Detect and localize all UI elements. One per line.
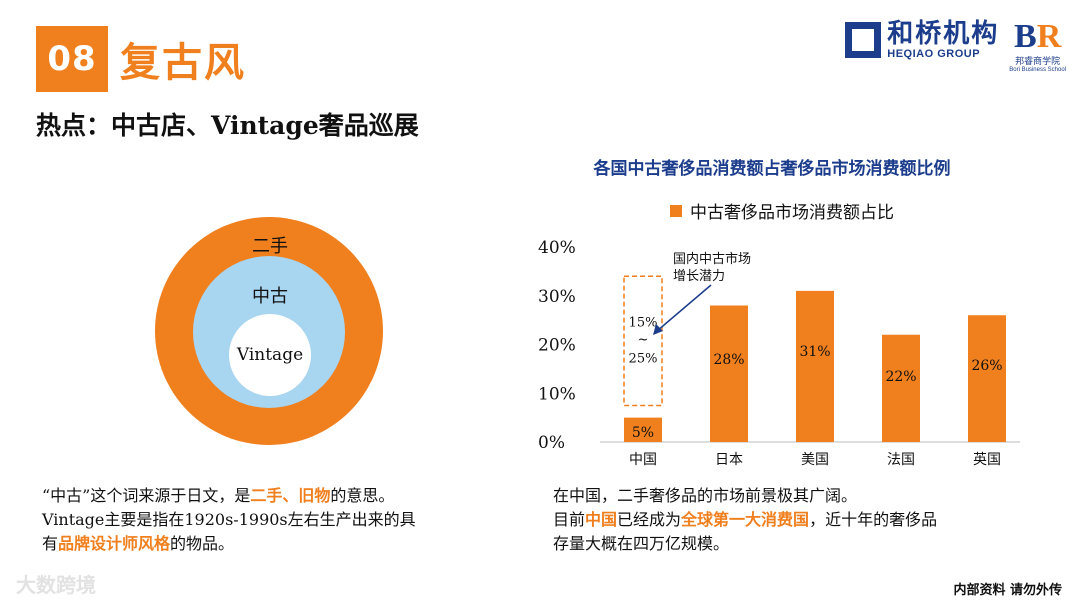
legend-swatch [670,204,682,217]
heqiao-logo-en: HEQIAO GROUP [887,48,981,60]
right-line-2: 目前中国已经成为全球第一大消费国，近十年的奢侈品 [553,510,938,529]
left-description: “中古”这个词来源于日文，是二手、旧物的意思。 Vintage主要是指在1920… [42,484,512,556]
heqiao-logo: 和桥机构 HEQIAO GROUP [845,20,999,60]
y-tick-label: 30% [538,287,576,307]
x-tick-label: 法国 [887,452,915,468]
bar [796,290,834,442]
bar-chart: 0% 10% 20% 30% 40% 5% 中国 28% 日本 31% 美国 22% 法国 26% 英国 15… [538,238,1020,468]
data-label: 31% [799,344,830,360]
annotation-arrow-line [656,284,712,332]
potential-range-box [623,275,663,407]
legend-label: 中古奢侈品市场消费额占比 [690,203,894,223]
circle-outer-label: 二手 [252,236,288,257]
chart-legend: 中古奢侈品市场消费额占比 [670,198,894,223]
footer-note: 内部资料 请勿外传 [953,583,1062,598]
bar [968,315,1006,442]
right-description: 在中国，二手奢侈品的市场前景极其广阔。 目前中国已经成为全球第一大消费国，近十年… [553,484,1053,556]
annotation-arrow-head-icon [653,324,663,335]
page-subtitle: 热点：中古店、Vintage奢品巡展 [36,111,419,140]
right-line-3: 存量大概在四万亿规模。 [553,534,730,553]
range-bottom-label: 25% [629,351,658,366]
y-tick-label: 40% [538,238,576,258]
br-logo-cn: 邦睿商学院 [1015,57,1061,67]
heqiao-logo-cn: 和桥机构 [887,19,1000,49]
watermark: 大数跨境 [16,573,96,597]
br-logo: BR 邦睿商学院 Bori Business School [1009,18,1066,74]
circle-inner [229,314,311,396]
section-number-badge: 08 [36,26,108,92]
circle-inner-label: Vintage [236,345,304,365]
data-label: 22% [885,369,916,385]
y-tick-label: 20% [538,336,576,356]
annotation-line-1: 国内中古市场 [673,251,751,267]
y-tick-label: 0% [538,433,565,453]
br-logo-en: Bori Business School [1009,67,1066,73]
data-label: 28% [713,352,744,368]
right-line-1: 在中国，二手奢侈品的市场前景极其广阔。 [553,486,858,505]
bar [624,417,662,442]
circle-middle-label: 中古 [252,286,288,307]
logos: 和桥机构 HEQIAO GROUP BR 邦睿商学院 Bori Business… [845,18,1066,74]
range-mid-label: ~ [638,332,649,347]
x-tick-label: 美国 [801,452,829,468]
section-number: 08 [47,39,97,79]
annotation-line-2: 增长潜力 [673,269,725,284]
bar [710,305,748,442]
bar [882,334,920,442]
x-tick-label: 英国 [973,451,1001,468]
br-logo-mark-icon: BR [1014,18,1062,55]
range-top-label: 15% [629,315,658,330]
chart-title: 各国中古奢侈品消费额占奢侈品市场消费额比例 [593,159,951,179]
page-title: 复古风 [120,40,246,86]
data-label: 5% [632,425,654,441]
y-tick-label: 10% [538,384,576,404]
heqiao-logo-mark-icon [845,22,882,58]
left-line-2: Vintage主要是指在1920s-1990s左右生产出来的具 [42,510,416,529]
left-line-3: 有品牌设计师风格的物品。 [42,534,235,553]
left-line-1: “中古”这个词来源于日文，是二手、旧物的意思。 [42,486,395,505]
x-tick-label: 中国 [629,452,657,468]
data-label: 26% [971,358,1002,374]
x-tick-label: 日本 [715,452,743,468]
